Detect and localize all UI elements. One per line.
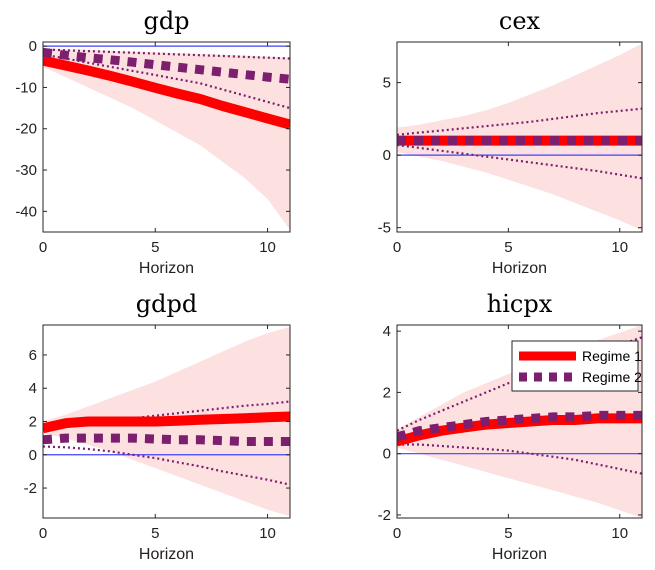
regime-2-upper-bound — [397, 107, 642, 136]
panel-title: gdpd — [136, 290, 197, 318]
y-tick-label: 0 — [29, 38, 37, 55]
regime-2-upper-bound — [43, 48, 290, 60]
y-tick-label: -40 — [15, 203, 37, 220]
y-tick-label: 4 — [383, 323, 391, 340]
regime-2-lower-bound — [43, 445, 290, 486]
plot-area — [397, 43, 642, 231]
panel-gdpd: 0 5 10 6 4 2 0 -2 gdpd Horizon — [24, 290, 291, 563]
panel-title: gdp — [143, 7, 189, 35]
x-axis-label: Horizon — [139, 546, 194, 563]
x-tick-label: 10 — [259, 525, 276, 542]
series-regime-1-line — [43, 411, 290, 434]
panel-title: cex — [499, 7, 541, 35]
panel-gdp: 0 5 10 0 -10 -20 -30 -40 gdp Horizon — [15, 7, 291, 277]
x-axis-label: Horizon — [492, 546, 547, 563]
x-tick-label: 5 — [151, 525, 159, 542]
panel-title: hicpx — [487, 290, 553, 318]
y-tick-label: -2 — [24, 480, 37, 497]
series-regime-1-line — [43, 55, 290, 130]
y-tick-label: 4 — [29, 380, 37, 397]
y-tick-label: -30 — [15, 162, 37, 179]
axes-frame — [396, 41, 643, 233]
y-tick-label: 2 — [383, 384, 391, 401]
legend-label-regime-2: Regime 2 — [582, 369, 642, 385]
x-tick-label: 5 — [504, 525, 512, 542]
series-regime-2-line — [397, 410, 642, 442]
y-tick-label: -10 — [15, 79, 37, 96]
legend-label-regime-1: Regime 1 — [582, 348, 642, 364]
x-tick-label: 0 — [393, 525, 401, 542]
x-tick-label: 0 — [39, 525, 47, 542]
y-tick-label: 5 — [383, 75, 391, 92]
series-regime-2-line — [43, 433, 290, 446]
legend-entry-regime-1: Regime 1 — [519, 348, 642, 364]
x-tick-label: 10 — [611, 239, 628, 256]
x-axis-label: Horizon — [139, 260, 194, 277]
plot-area — [43, 326, 290, 517]
y-tick-label: 0 — [383, 147, 391, 164]
series-regime-2-line — [43, 47, 290, 84]
regime-2-lower-bound — [43, 53, 290, 110]
x-tick-label: 5 — [151, 239, 159, 256]
regime-2-lower-bound — [397, 143, 642, 180]
y-tick-label: -5 — [378, 220, 391, 237]
x-tick-label: 5 — [504, 239, 512, 256]
axes-frame — [396, 324, 643, 519]
x-tick-label: 10 — [611, 525, 628, 542]
y-tick-label: -2 — [378, 507, 391, 524]
y-tick-label: 0 — [29, 447, 37, 464]
y-tick-label: 0 — [383, 446, 391, 463]
x-tick-label: 0 — [39, 239, 47, 256]
y-tick-label: -20 — [15, 121, 37, 138]
x-tick-label: 10 — [259, 239, 276, 256]
legend-entry-regime-2: Regime 2 — [519, 369, 642, 385]
axes-frame — [42, 41, 291, 233]
x-tick-label: 0 — [393, 239, 401, 256]
y-tick-label: 2 — [29, 414, 37, 431]
legend: Regime 1 Regime 2 — [511, 340, 642, 392]
y-tick-label: 6 — [29, 347, 37, 364]
x-axis-label: Horizon — [492, 260, 547, 277]
regime-2-lower-bound — [397, 443, 642, 475]
plot-area — [43, 45, 290, 230]
confidence-band — [43, 48, 290, 230]
legend-box — [511, 340, 639, 392]
